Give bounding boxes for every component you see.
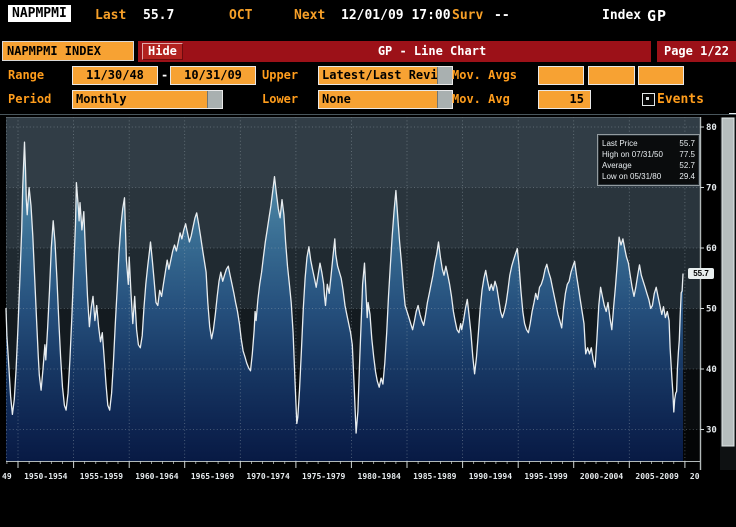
svg-text:1960-1964: 1960-1964 xyxy=(135,472,179,481)
lower-study-select[interactable]: None xyxy=(318,90,453,109)
hide-button[interactable]: Hide xyxy=(142,43,183,60)
legend-last-price-value: 55.7 xyxy=(679,139,695,148)
chart-canvas[interactable]: 30 40 50 60 70 80 49 1950-1954 1955-1959 1960-196… xyxy=(0,113,736,527)
svg-text:40: 40 xyxy=(706,365,717,375)
svg-text:60: 60 xyxy=(706,244,717,254)
range-label: Range xyxy=(8,68,45,82)
title-bar: NAPMPMI INDEX Hide GP - Line Chart Page … xyxy=(0,41,736,62)
page-indicator: Page 1/22 xyxy=(657,41,736,62)
scrollbar-arrow-icon xyxy=(729,113,736,114)
y-axis-labels: 30 40 50 60 70 80 xyxy=(700,123,717,436)
last-label: Last xyxy=(95,8,127,23)
scrollbar-thumb[interactable] xyxy=(721,117,735,447)
series-line xyxy=(5,141,684,434)
security-name-box[interactable]: NAPMPMI INDEX xyxy=(2,41,134,61)
range-start-input[interactable]: 11/30/48 xyxy=(72,66,158,85)
x-axis-labels: 49 1950-1954 1955-1959 1960-1964 1965-1969 19… xyxy=(2,472,700,481)
dropdown-arrow-icon[interactable] xyxy=(207,91,222,108)
upper-study-value: Latest/Last Revi xyxy=(322,68,438,82)
svg-text:50: 50 xyxy=(706,305,717,315)
legend-average-label: Average xyxy=(602,161,632,170)
mov-avg-input-1[interactable] xyxy=(538,66,584,85)
legend-low-value: 29.4 xyxy=(679,172,695,181)
last-price-marker: 55.7 xyxy=(688,268,714,279)
lower-study-value: None xyxy=(322,92,351,106)
svg-text:2005-2009: 2005-2009 xyxy=(635,472,679,481)
events-label: Events xyxy=(657,92,704,107)
gridlines xyxy=(6,117,700,461)
chart-toolbar: Range 11/30/48 - 10/31/09 Upper Latest/L… xyxy=(0,62,736,113)
svg-text:30: 30 xyxy=(706,426,717,436)
last-value: 55.7 xyxy=(143,8,175,23)
mov-avg-input-3[interactable] xyxy=(638,66,684,85)
lower-label: Lower xyxy=(262,92,299,106)
top-status-bar: NAPMPMI Last 55.7 OCT Next 12/01/09 17:0… xyxy=(0,0,736,32)
svg-text:1975-1979: 1975-1979 xyxy=(302,472,346,481)
dropdown-arrow-icon[interactable] xyxy=(437,91,452,108)
mov-avg-period-input[interactable]: 15 xyxy=(538,90,591,109)
svg-text:20: 20 xyxy=(690,472,700,481)
svg-text:1950-1954: 1950-1954 xyxy=(24,472,68,481)
survey-label: Surv xyxy=(452,8,484,23)
x-axis-ticks xyxy=(6,461,686,468)
svg-text:1990-1994: 1990-1994 xyxy=(469,472,513,481)
mov-avg-input-2[interactable] xyxy=(588,66,635,85)
function-code: GP xyxy=(647,7,668,25)
legend-high-value: 77.5 xyxy=(679,150,695,159)
upper-study-select[interactable]: Latest/Last Revi xyxy=(318,66,453,85)
period-value: Monthly xyxy=(76,92,127,106)
checkbox-mark-icon xyxy=(646,97,649,100)
title-bar-strip xyxy=(138,41,651,62)
svg-text:1995-1999: 1995-1999 xyxy=(524,472,568,481)
events-checkbox[interactable] xyxy=(642,93,655,106)
period-select[interactable]: Monthly xyxy=(72,90,223,109)
next-label: Next xyxy=(294,8,326,23)
legend-high-label: High on 07/31/50 xyxy=(602,150,663,159)
range-end-input[interactable]: 10/31/09 xyxy=(170,66,256,85)
period-field-label: Period xyxy=(8,92,52,106)
legend-last-price-label: Last Price xyxy=(602,139,638,148)
svg-text:1955-1959: 1955-1959 xyxy=(80,472,124,481)
survey-value: -- xyxy=(494,8,510,23)
page-title: GP - Line Chart xyxy=(377,44,487,58)
legend-low-label: Low on 05/31/80 xyxy=(602,172,662,181)
chart-legend: Last Price 55.7 High on 07/31/50 77.5 Aver… xyxy=(597,134,700,186)
range-separator: - xyxy=(161,68,169,82)
svg-text:1985-1989: 1985-1989 xyxy=(413,472,457,481)
mov-avgs-label: Mov. Avgs xyxy=(452,68,518,82)
svg-text:1970-1974: 1970-1974 xyxy=(246,472,290,481)
ticker-field[interactable]: NAPMPMI xyxy=(8,5,71,22)
svg-text:2000-2004: 2000-2004 xyxy=(580,472,624,481)
svg-text:1980-1984: 1980-1984 xyxy=(358,472,402,481)
market-sector-label: Index xyxy=(602,8,642,23)
legend-average-value: 52.7 xyxy=(679,161,695,170)
dropdown-arrow-icon[interactable] xyxy=(437,67,452,84)
svg-text:80: 80 xyxy=(706,123,717,133)
svg-text:49: 49 xyxy=(2,472,12,481)
upper-label: Upper xyxy=(262,68,299,82)
mov-avg-label: Mov. Avg xyxy=(452,92,510,106)
next-release-datetime: 12/01/09 17:00 xyxy=(341,8,451,23)
period-label: OCT xyxy=(229,8,253,23)
svg-text:1965-1969: 1965-1969 xyxy=(191,472,235,481)
svg-text:70: 70 xyxy=(706,184,717,194)
